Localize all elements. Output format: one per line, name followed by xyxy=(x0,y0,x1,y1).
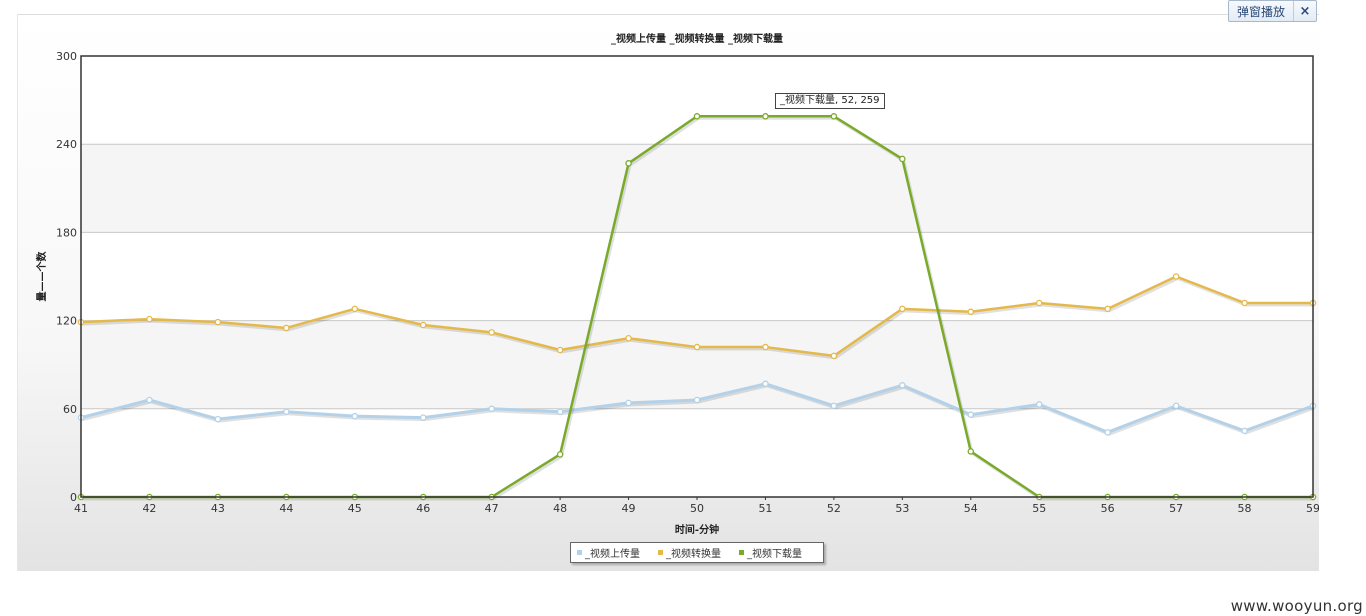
data-point xyxy=(625,399,632,407)
data-point xyxy=(419,321,427,329)
data-point xyxy=(488,405,495,413)
x-tick-label: 51 xyxy=(758,502,772,515)
x-tick-label: 55 xyxy=(1032,502,1046,515)
x-tick-label: 54 xyxy=(964,502,978,515)
data-point xyxy=(967,308,975,316)
data-point xyxy=(899,382,906,389)
x-tick-label: 59 xyxy=(1306,502,1319,515)
data-point xyxy=(625,334,632,342)
x-tick-label: 48 xyxy=(553,502,567,515)
data-point xyxy=(351,412,359,420)
legend-label: _视频上传量 xyxy=(585,549,640,560)
data-point xyxy=(830,113,838,120)
plot-area xyxy=(81,56,1313,497)
data-point xyxy=(1104,305,1111,313)
data-point xyxy=(146,315,153,323)
popup-play-button[interactable]: 弹窗播放 × xyxy=(1228,0,1317,22)
data-point xyxy=(214,318,222,326)
legend-item[interactable]: _视频下载量 xyxy=(739,545,802,560)
data-point xyxy=(283,408,290,415)
x-tick-label: 52 xyxy=(827,502,841,515)
data-point xyxy=(693,396,701,404)
data-point xyxy=(693,113,701,120)
y-tick-label: 0 xyxy=(70,491,77,504)
data-point xyxy=(762,343,769,351)
data-point xyxy=(1035,401,1043,408)
close-icon[interactable]: × xyxy=(1293,1,1316,21)
data-point xyxy=(1104,429,1111,436)
data-point xyxy=(762,380,769,388)
data-point xyxy=(967,411,975,418)
legend-label: _视频下载量 xyxy=(747,549,802,560)
chart-tooltip: _视频下载量, 52, 259 xyxy=(775,93,885,109)
data-point xyxy=(556,346,564,354)
y-axis-label: 量——个数 xyxy=(35,251,48,302)
data-point xyxy=(1241,427,1248,435)
data-point xyxy=(830,352,838,360)
data-point xyxy=(899,305,906,313)
data-point xyxy=(1241,299,1248,307)
legend-label: _视频转换量 xyxy=(666,549,721,560)
x-tick-label: 50 xyxy=(690,502,704,515)
x-tick-label: 44 xyxy=(279,502,293,515)
data-point xyxy=(556,408,564,415)
data-point xyxy=(488,329,495,336)
x-tick-label: 47 xyxy=(485,502,499,515)
y-tick-label: 180 xyxy=(56,226,77,239)
watermark: www.wooyun.org xyxy=(1230,597,1363,615)
x-tick-label: 46 xyxy=(416,502,430,515)
data-point xyxy=(899,155,906,163)
legend-swatch xyxy=(577,550,582,555)
chart-title: _视频上传量 _视频转换量 _视频下载量 xyxy=(611,32,783,45)
legend-swatch xyxy=(739,550,744,555)
data-point xyxy=(693,343,701,351)
x-tick-label: 41 xyxy=(74,502,88,515)
x-tick-label: 57 xyxy=(1169,502,1183,515)
x-tick-label: 42 xyxy=(142,502,156,515)
legend-item[interactable]: _视频上传量 xyxy=(577,545,640,560)
x-tick-label: 56 xyxy=(1101,502,1115,515)
y-tick-label: 240 xyxy=(56,138,77,151)
chart-legend: _视频上传量 _视频转换量 _视频下载量 xyxy=(570,542,824,563)
x-tick-label: 53 xyxy=(895,502,909,515)
data-point xyxy=(351,305,359,313)
data-point xyxy=(283,324,290,332)
x-tick-label: 43 xyxy=(211,502,225,515)
y-tick-label: 300 xyxy=(56,50,77,63)
legend-swatch xyxy=(658,550,663,555)
x-axis-label: 时间-分钟 xyxy=(675,523,719,536)
data-point xyxy=(214,415,222,423)
plot-band xyxy=(81,144,1313,233)
data-point xyxy=(967,448,975,455)
data-point xyxy=(1172,402,1180,410)
x-tick-label: 49 xyxy=(622,502,636,515)
chart-svg: 0 60 120 180 240 300 41 42 43 44 45 46 47 48 49 50 51 52 5… xyxy=(35,32,1319,536)
data-point xyxy=(625,160,632,167)
x-tick-label: 58 xyxy=(1238,502,1252,515)
data-point xyxy=(762,113,769,120)
data-point xyxy=(1035,299,1043,307)
popup-play-label[interactable]: 弹窗播放 xyxy=(1237,4,1286,19)
legend-item[interactable]: _视频转换量 xyxy=(658,545,721,560)
x-tick-label: 45 xyxy=(348,502,362,515)
data-point xyxy=(419,414,427,421)
data-point xyxy=(830,402,838,410)
y-tick-label: 120 xyxy=(56,315,77,328)
data-point xyxy=(146,396,153,404)
data-point xyxy=(1172,273,1180,280)
chart-panel: 0 60 120 180 240 300 41 42 43 44 45 46 47 48 49 50 51 52 5… xyxy=(17,14,1319,571)
plot-band xyxy=(81,320,1313,409)
data-point xyxy=(556,451,564,458)
plot-frame xyxy=(80,55,1314,498)
y-tick-label: 60 xyxy=(63,403,77,416)
